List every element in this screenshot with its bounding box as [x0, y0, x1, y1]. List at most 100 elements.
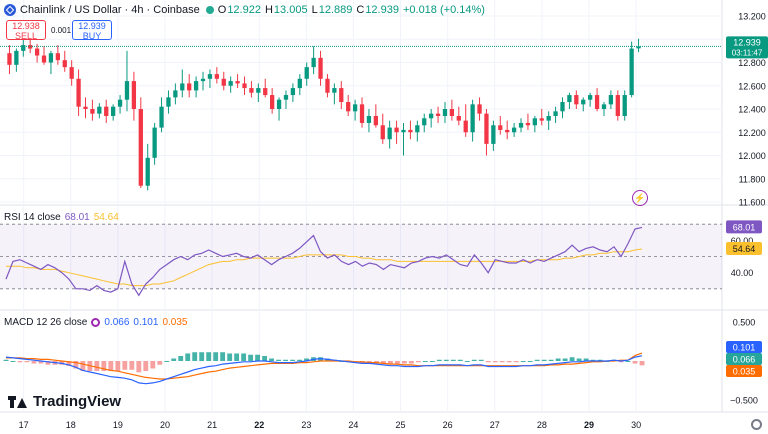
histogram-bar — [136, 361, 142, 373]
histogram-bar — [576, 358, 582, 361]
candle-body — [477, 104, 482, 114]
candle-body — [636, 46, 641, 49]
macd-value-tag-text: 0.101 — [733, 343, 756, 353]
close-value: 12.939 — [365, 4, 399, 16]
candle-body — [152, 127, 157, 158]
tradingview-wordmark: TradingView — [33, 393, 122, 410]
candle-body — [463, 120, 468, 133]
histogram-bar — [234, 353, 240, 361]
macd-settings-icon[interactable] — [91, 318, 101, 327]
candle-body — [235, 81, 240, 84]
candle-body — [7, 53, 12, 65]
candle-body — [207, 74, 213, 79]
low-label: L — [311, 4, 318, 16]
sell-price: 12.938 — [12, 21, 40, 31]
candle-body — [532, 118, 537, 126]
histogram-bar — [380, 361, 386, 364]
time-tick-label: 30 — [631, 420, 641, 430]
rsi-value-tag — [726, 220, 762, 234]
candle-body — [200, 78, 206, 82]
histogram-bar — [527, 361, 533, 362]
rsi-value-tag-text: 68.01 — [733, 222, 756, 232]
grid-layer — [0, 0, 768, 413]
flash-icon[interactable]: ⚡ — [632, 190, 648, 206]
candle-body — [297, 78, 302, 89]
histogram-bar — [541, 359, 547, 361]
price-tag-value: 12.939 — [733, 37, 761, 47]
histogram-bar — [45, 361, 51, 365]
candle-body — [290, 88, 296, 96]
price-tick-label: 12.800 — [738, 58, 766, 68]
candle-body — [138, 109, 143, 186]
macd-value-tag-text: 0.066 — [733, 355, 756, 365]
candle-body — [14, 50, 19, 65]
rsi-value: 68.01 — [64, 212, 90, 223]
candle-body — [546, 115, 551, 121]
price-tick-label: 12.200 — [738, 128, 766, 138]
histogram-bar — [471, 359, 477, 361]
histogram-bar — [17, 361, 23, 363]
candle-body — [270, 95, 275, 109]
histogram-bar — [304, 358, 309, 361]
candle-body — [622, 95, 627, 116]
candle-body — [131, 81, 137, 109]
rsi-tick-label: 40.00 — [731, 268, 754, 278]
histogram-bar — [129, 361, 135, 370]
symbol-title[interactable]: Chainlink / US Dollar · 4h · Coinbase — [20, 4, 200, 16]
macd-legend[interactable]: MACD 12 26 close 0.066 0.101 0.035 — [4, 317, 191, 328]
rsi-legend[interactable]: RSI 14 close 68.01 54.64 — [4, 212, 123, 223]
candle-body — [221, 78, 226, 86]
chart-header: Chainlink / US Dollar · 4h · Coinbase O 1… — [4, 2, 489, 18]
chainlink-logo-icon — [4, 4, 16, 16]
macd-histogram — [3, 352, 645, 373]
candle-body — [214, 74, 219, 79]
change-value: +0.018 (+0.14%) — [402, 4, 485, 16]
candle-body — [387, 127, 392, 140]
histogram-bar — [429, 361, 435, 362]
histogram-bar — [583, 358, 589, 361]
histogram-bar — [206, 352, 212, 361]
candle-body — [90, 109, 95, 114]
candle-body — [491, 125, 496, 144]
histogram-bar — [66, 361, 72, 367]
sell-button[interactable]: 12.938 SELL — [6, 20, 46, 41]
histogram-bar — [387, 361, 393, 364]
buy-button[interactable]: 12.939 BUY — [72, 20, 112, 41]
histogram-bar — [143, 361, 149, 372]
gear-icon[interactable] — [751, 419, 762, 430]
candle-body — [588, 95, 593, 100]
macd-label: MACD 12 26 close — [4, 317, 88, 328]
candle-body — [346, 102, 351, 112]
histogram-bar — [492, 361, 498, 363]
time-tick-label: 21 — [207, 420, 217, 430]
candle-body — [567, 95, 572, 103]
candle-body — [518, 122, 524, 128]
histogram-bar — [562, 358, 568, 361]
open-label: O — [217, 4, 227, 16]
candle-body — [352, 104, 358, 112]
histogram-bar — [625, 361, 631, 362]
histogram-bar — [555, 358, 561, 361]
candle-body — [629, 48, 634, 96]
candle-body — [373, 115, 378, 126]
time-tick-label: 23 — [301, 420, 311, 430]
sell-label: SELL — [14, 31, 38, 41]
candle-body — [332, 88, 337, 93]
candle-body — [601, 104, 607, 109]
histogram-bar — [618, 361, 624, 363]
spread-value: 0.001 — [51, 26, 72, 35]
histogram-bar — [122, 361, 128, 370]
macd-value: 0.066 — [104, 317, 130, 328]
histogram-bar — [80, 361, 86, 372]
histogram-bar — [3, 359, 9, 361]
macd-value-tag — [726, 341, 762, 353]
histogram-bar — [297, 359, 302, 361]
low-value: 12.889 — [318, 4, 353, 16]
time-tick-label: 20 — [160, 420, 170, 430]
candle-body — [249, 88, 254, 93]
rsi-ma-tag-text: 54.64 — [733, 244, 756, 254]
histogram-bar — [241, 353, 247, 361]
tradingview-logo[interactable]: TradingView — [8, 393, 121, 410]
histogram-bar — [73, 361, 79, 369]
